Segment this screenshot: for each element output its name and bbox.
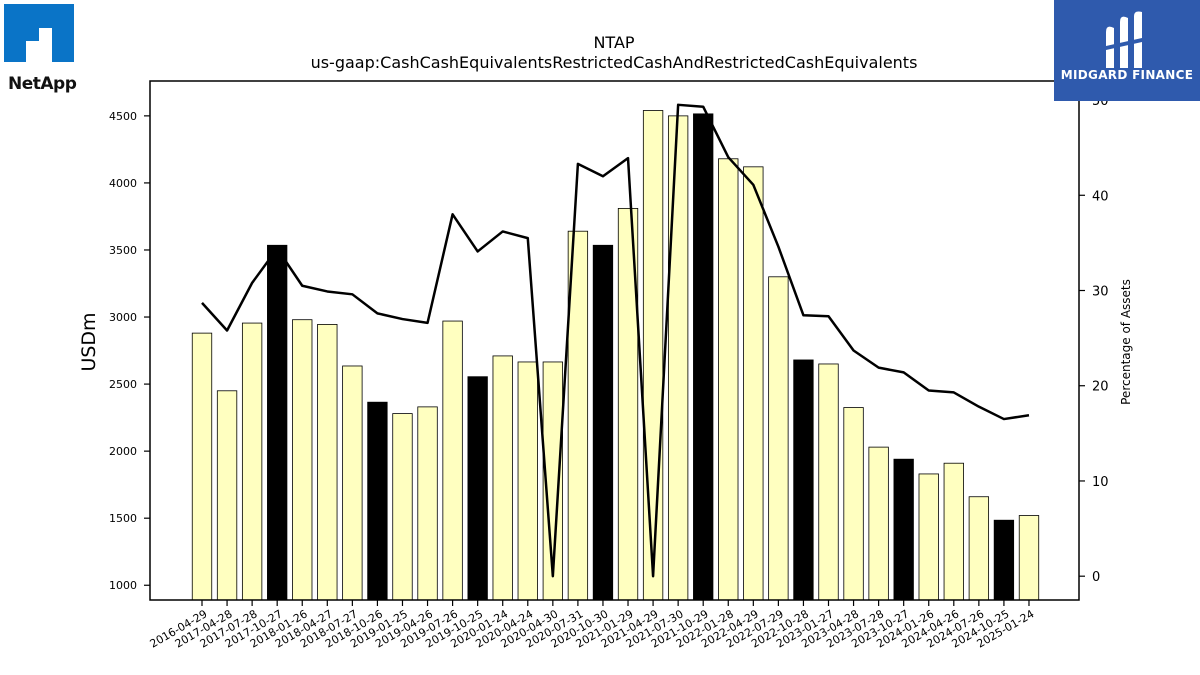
line-layer [201,103,1030,578]
bar-2020-01-24 [492,355,513,601]
y-tick-label: 1000 [109,579,137,592]
y-axis-label: USDm [78,312,100,371]
bar-2022-07-29 [768,276,789,601]
y2-tick-label: 40 [1092,189,1109,204]
chart-title: NTAP [593,33,634,52]
bar-2024-01-26 [918,473,939,601]
y-tick-label: 2500 [109,378,137,391]
y-tick-label: 4500 [109,110,137,123]
bar-2021-07-30 [667,115,689,601]
y2-tick-label: 20 [1092,380,1109,395]
bar-2024-07-26 [968,496,990,601]
y-tick-label: 3500 [109,244,137,257]
bar-2022-10-28 [793,359,814,601]
bar-2020-04-24 [517,361,538,601]
bar-2022-01-28 [718,158,739,601]
bar-2017-04-28 [216,390,238,601]
midgard-mark-icon [1106,11,1142,69]
bar-2017-10-27 [267,244,288,601]
bar-2018-04-27 [317,324,338,601]
bar-2023-07-28 [868,446,889,601]
bar-2023-10-27 [893,458,914,601]
bar-2018-07-27 [342,365,363,601]
bar-2022-04-29 [743,166,764,601]
bar-2018-10-26 [367,401,388,601]
bar-2018-01-26 [292,319,313,601]
bar-2023-04-28 [843,407,864,601]
bar-2021-04-29 [642,110,664,601]
bar-2025-01-24 [1018,515,1040,601]
y-tick-label: 2000 [109,445,137,458]
bar-2020-10-30 [592,244,614,601]
chart-subtitle: us-gaap:CashCashEquivalentsRestrictedCas… [311,53,918,72]
midgard-finance-logo: MIDGARD FINANCE [1054,0,1200,101]
bar-2017-07-28 [241,322,263,601]
bar-2024-10-25 [993,519,1015,601]
y2-tick-label: 30 [1092,285,1109,300]
y2-tick-label: 10 [1092,475,1109,490]
percentage-of-assets-line [201,103,1030,578]
bar-2024-04-26 [943,462,964,601]
netapp-logo: NetApp [4,4,84,94]
bar-2019-04-26 [417,406,438,601]
bar-2016-04-29 [191,332,213,601]
y2-axis-label: Percentage of Assets [1119,279,1133,405]
plot-frame [149,80,1080,601]
midgard-logo-text: MIDGARD FINANCE [1060,68,1194,82]
netapp-mark-icon [4,4,74,62]
netapp-logo-text: NetApp [8,74,77,94]
bar-2019-10-25 [467,376,488,601]
y2-tick-label: 0 [1092,570,1100,585]
bar-2021-10-29 [693,113,714,601]
x-axis: 2016-04-292017-04-282017-07-282017-10-27… [148,600,1036,651]
y-tick-label: 3000 [109,311,137,324]
y-tick-label: 1500 [109,512,137,525]
bar-2023-01-27 [818,363,839,601]
y-tick-label: 4000 [109,177,137,190]
y-axis: 1000 1500 2000 2500 3000 3500 4000 4500 [109,110,150,592]
bar-2019-01-25 [392,413,413,601]
bar-2019-07-26 [442,320,463,601]
bars-layer [191,110,1040,601]
